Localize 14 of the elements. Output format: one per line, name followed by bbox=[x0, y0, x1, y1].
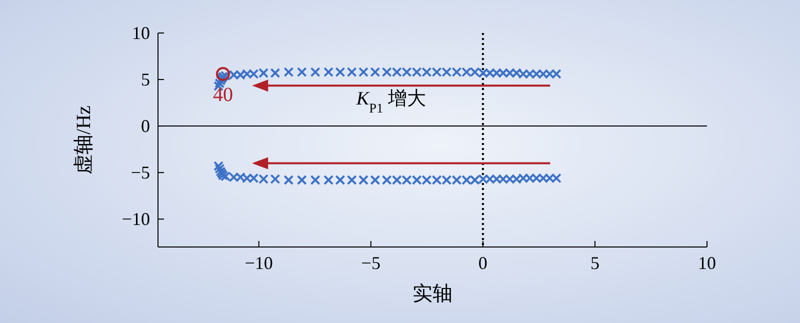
annotation: K$_{P1}$ 增大 bbox=[355, 88, 426, 116]
x-tick-label: −5 bbox=[361, 253, 380, 273]
y-axis-title: 虚轴/Hz bbox=[73, 105, 95, 174]
annotation: 40 bbox=[212, 84, 233, 106]
x-tick-label: 0 bbox=[478, 253, 488, 273]
y-tick-label: −5 bbox=[130, 162, 150, 183]
y-tick-label: 5 bbox=[141, 70, 150, 90]
x-axis-title: 实轴 bbox=[412, 283, 452, 305]
x-tick-label: −10 bbox=[244, 253, 273, 273]
y-tick-label: 10 bbox=[132, 23, 150, 43]
y-tick-label: 0 bbox=[141, 116, 150, 136]
x-tick-label: 10 bbox=[698, 253, 716, 273]
y-tick-label: −10 bbox=[122, 209, 150, 230]
x-tick-label: 5 bbox=[590, 253, 600, 273]
